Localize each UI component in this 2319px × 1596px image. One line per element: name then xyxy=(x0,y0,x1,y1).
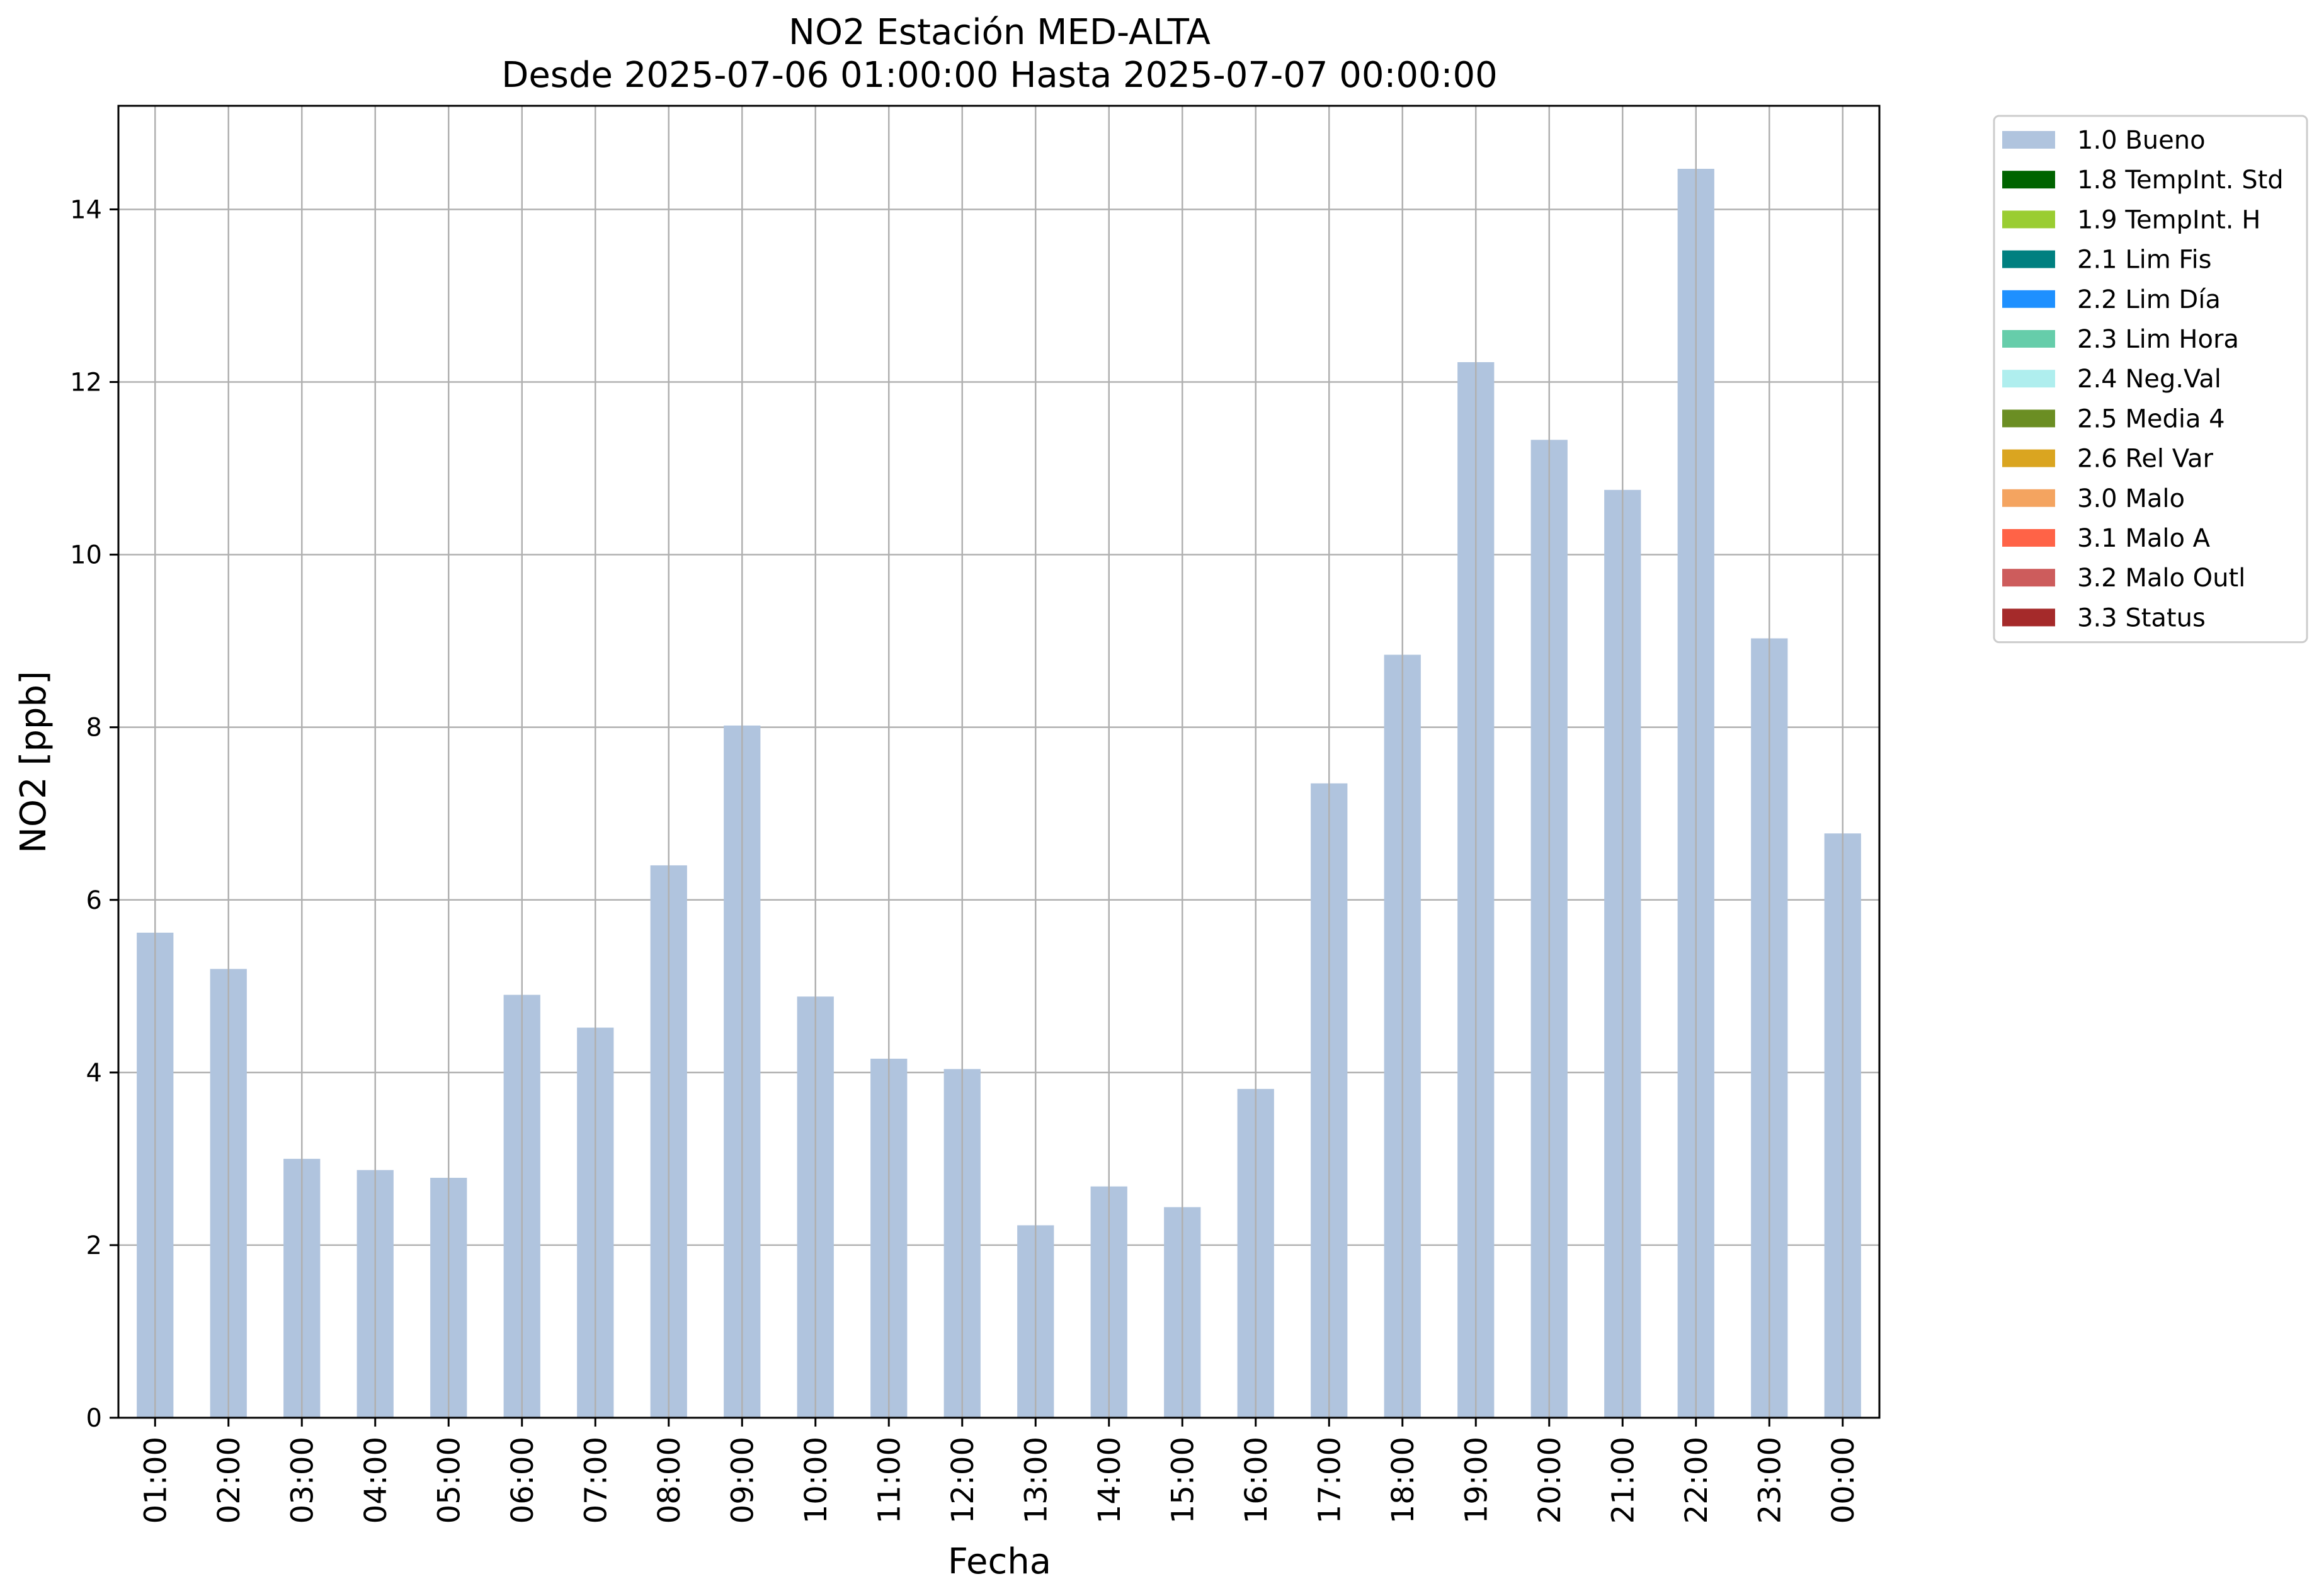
legend-label: 3.1 Malo A xyxy=(2077,524,2211,553)
plot-frame xyxy=(117,105,1881,1419)
x-tick-label: 13:00 xyxy=(1018,1437,1054,1524)
x-tick-label: 04:00 xyxy=(358,1437,394,1524)
legend-label: 1.9 TempInt. H xyxy=(2077,205,2260,234)
legend-item: 1.0 Bueno xyxy=(2002,126,2206,155)
x-tick-label: 19:00 xyxy=(1459,1437,1494,1524)
grid xyxy=(118,208,1879,1246)
x-tick-label: 20:00 xyxy=(1532,1437,1568,1524)
legend-item: 2.4 Neg.Val xyxy=(2002,365,2221,394)
x-tick-label: 21:00 xyxy=(1605,1437,1641,1524)
x-tick-label: 23:00 xyxy=(1752,1437,1787,1524)
x-tick-label: 09:00 xyxy=(725,1437,760,1524)
legend-box xyxy=(1993,115,2308,644)
legend-item: 2.1 Lim Fis xyxy=(2002,246,2211,275)
legend-label: 1.0 Bueno xyxy=(2077,126,2206,155)
y-axis: 0 2 4 6 8 10 12 14 xyxy=(70,195,118,1433)
legend-swatch xyxy=(2002,171,2055,189)
legend-item: 2.3 Lim Hora xyxy=(2002,325,2239,354)
legend-swatch xyxy=(2002,330,2055,348)
legend-swatch xyxy=(2002,449,2055,467)
x-tick-label: 18:00 xyxy=(1386,1437,1421,1524)
x-tick-label: 03:00 xyxy=(285,1437,320,1524)
y-tick-label: 2 xyxy=(86,1231,102,1260)
x-tick-label: 06:00 xyxy=(505,1437,540,1524)
legend-label: 2.2 Lim Día xyxy=(2077,285,2221,314)
x-tick-label: 10:00 xyxy=(799,1437,834,1524)
x-axis-label: Fecha xyxy=(948,1541,1051,1582)
legend-swatch xyxy=(2002,529,2055,547)
x-tick-label: 01:00 xyxy=(138,1437,173,1524)
y-tick-label: 0 xyxy=(86,1404,102,1433)
x-tick-label: 15:00 xyxy=(1165,1437,1200,1524)
y-tick-label: 4 xyxy=(86,1059,102,1088)
x-tick-label: 07:00 xyxy=(578,1437,613,1524)
x-tick-label: 00:00 xyxy=(1826,1437,1861,1524)
y-axis-label: NO2 [ppb] xyxy=(13,671,54,853)
legend-item: 3.2 Malo Outl xyxy=(2002,564,2245,593)
y-tick-label: 14 xyxy=(70,195,102,224)
x-tick-label: 12:00 xyxy=(945,1437,981,1524)
legend-item: 1.9 TempInt. H xyxy=(2002,205,2260,234)
legend-label: 2.3 Lim Hora xyxy=(2077,325,2239,354)
legend-item: 2.2 Lim Día xyxy=(2002,285,2221,314)
x-tick-label: 22:00 xyxy=(1679,1437,1714,1524)
x-tick-label: 16:00 xyxy=(1239,1437,1274,1524)
legend-swatch xyxy=(2002,370,2055,388)
legend-item: 2.6 Rel Var xyxy=(2002,445,2214,474)
vertical-grid xyxy=(154,106,1843,1418)
legend-swatch xyxy=(2002,608,2055,627)
legend-swatch xyxy=(2002,409,2055,428)
legend-swatch xyxy=(2002,210,2055,229)
y-tick-label: 10 xyxy=(70,541,102,570)
legend-item: 1.8 TempInt. Std xyxy=(2002,166,2284,195)
x-axis: 01:00 02:00 03:00 04:00 05:00 06:00 07:00 08:00… xyxy=(138,1418,1861,1524)
legend-label: 2.6 Rel Var xyxy=(2077,445,2214,474)
legend-item: 3.1 Malo A xyxy=(2002,524,2211,553)
legend-swatch xyxy=(2002,131,2055,149)
legend-label: 2.4 Neg.Val xyxy=(2077,365,2221,394)
legend-label: 1.8 TempInt. Std xyxy=(2077,166,2284,195)
y-tick-label: 8 xyxy=(86,714,102,743)
legend-swatch xyxy=(2002,290,2055,308)
legend-label: 2.1 Lim Fis xyxy=(2077,246,2211,275)
legend-label: 3.2 Malo Outl xyxy=(2077,564,2245,593)
legend-label: 2.5 Media 4 xyxy=(2077,404,2225,433)
legend-swatch xyxy=(2002,569,2055,587)
legend: 1.0 Bueno 1.8 TempInt. Std 1.9 TempInt. H 2… xyxy=(1993,115,2308,644)
x-tick-label: 08:00 xyxy=(652,1437,687,1524)
legend-item: 3.0 Malo xyxy=(2002,484,2185,513)
legend-label: 3.0 Malo xyxy=(2077,484,2185,513)
legend-item: 2.5 Media 4 xyxy=(2002,404,2225,433)
x-tick-label: 05:00 xyxy=(431,1437,467,1524)
legend-swatch xyxy=(2002,250,2055,268)
x-tick-label: 02:00 xyxy=(212,1437,247,1524)
x-tick-label: 17:00 xyxy=(1312,1437,1347,1524)
y-tick-label: 12 xyxy=(70,368,102,397)
legend-item: 3.3 Status xyxy=(2002,603,2206,632)
x-tick-label: 14:00 xyxy=(1092,1437,1127,1524)
x-tick-label: 11:00 xyxy=(872,1437,907,1524)
chart-subtitle: Desde 2025-07-06 01:00:00 Hasta 2025-07-… xyxy=(501,55,1498,96)
chart-title: NO2 Estación MED-ALTA xyxy=(789,12,1211,53)
legend-label: 3.3 Status xyxy=(2077,603,2206,632)
y-tick-label: 6 xyxy=(86,886,102,915)
legend-swatch xyxy=(2002,489,2055,507)
